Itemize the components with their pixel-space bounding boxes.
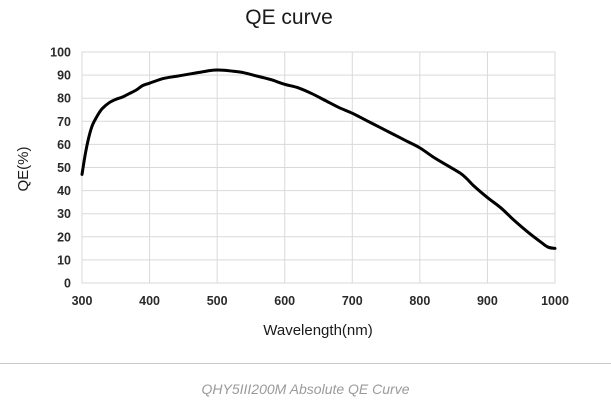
y-tick-label: 40 bbox=[57, 184, 71, 198]
grid-lines bbox=[81, 51, 556, 284]
x-tick-label: 300 bbox=[72, 294, 93, 308]
figure-caption: QHY5III200M Absolute QE Curve bbox=[201, 381, 410, 397]
y-tick-label: 60 bbox=[57, 138, 71, 152]
y-tick-label: 50 bbox=[57, 161, 71, 175]
y-tick-label: 90 bbox=[57, 69, 71, 83]
chart-svg: QE curve 0 10 20 30 40 50 60 70 80 90 100 300 400 500… bbox=[15, 6, 569, 339]
x-axis-title: Wavelength(nm) bbox=[263, 322, 372, 339]
y-tick-label: 30 bbox=[57, 207, 71, 221]
y-tick-label: 70 bbox=[57, 115, 71, 129]
x-tick-label: 500 bbox=[207, 294, 228, 308]
y-tick-label: 10 bbox=[57, 253, 71, 267]
x-tick-label: 900 bbox=[477, 294, 498, 308]
x-tick-label: 800 bbox=[409, 294, 430, 308]
series-layer bbox=[80, 68, 557, 250]
chart-title: QE curve bbox=[245, 6, 333, 29]
x-tick-label: 700 bbox=[342, 294, 363, 308]
y-tick-label: 0 bbox=[64, 277, 71, 291]
x-tick-label: 400 bbox=[139, 294, 160, 308]
y-tick-label: 80 bbox=[57, 92, 71, 106]
qe-series-line bbox=[80, 68, 557, 250]
tick-labels: 0 10 20 30 40 50 60 70 80 90 100 300 400 500 600 700 800… bbox=[50, 46, 569, 309]
y-axis-title: QE(%) bbox=[15, 146, 32, 191]
y-tick-label: 100 bbox=[50, 46, 71, 60]
x-tick-label: 600 bbox=[274, 294, 295, 308]
caption-divider bbox=[0, 363, 611, 364]
y-tick-label: 20 bbox=[57, 230, 71, 244]
x-tick-label: 1000 bbox=[541, 294, 569, 308]
qe-chart: QE curve 0 10 20 30 40 50 60 70 80 90 100 300 400 500… bbox=[15, 6, 569, 339]
